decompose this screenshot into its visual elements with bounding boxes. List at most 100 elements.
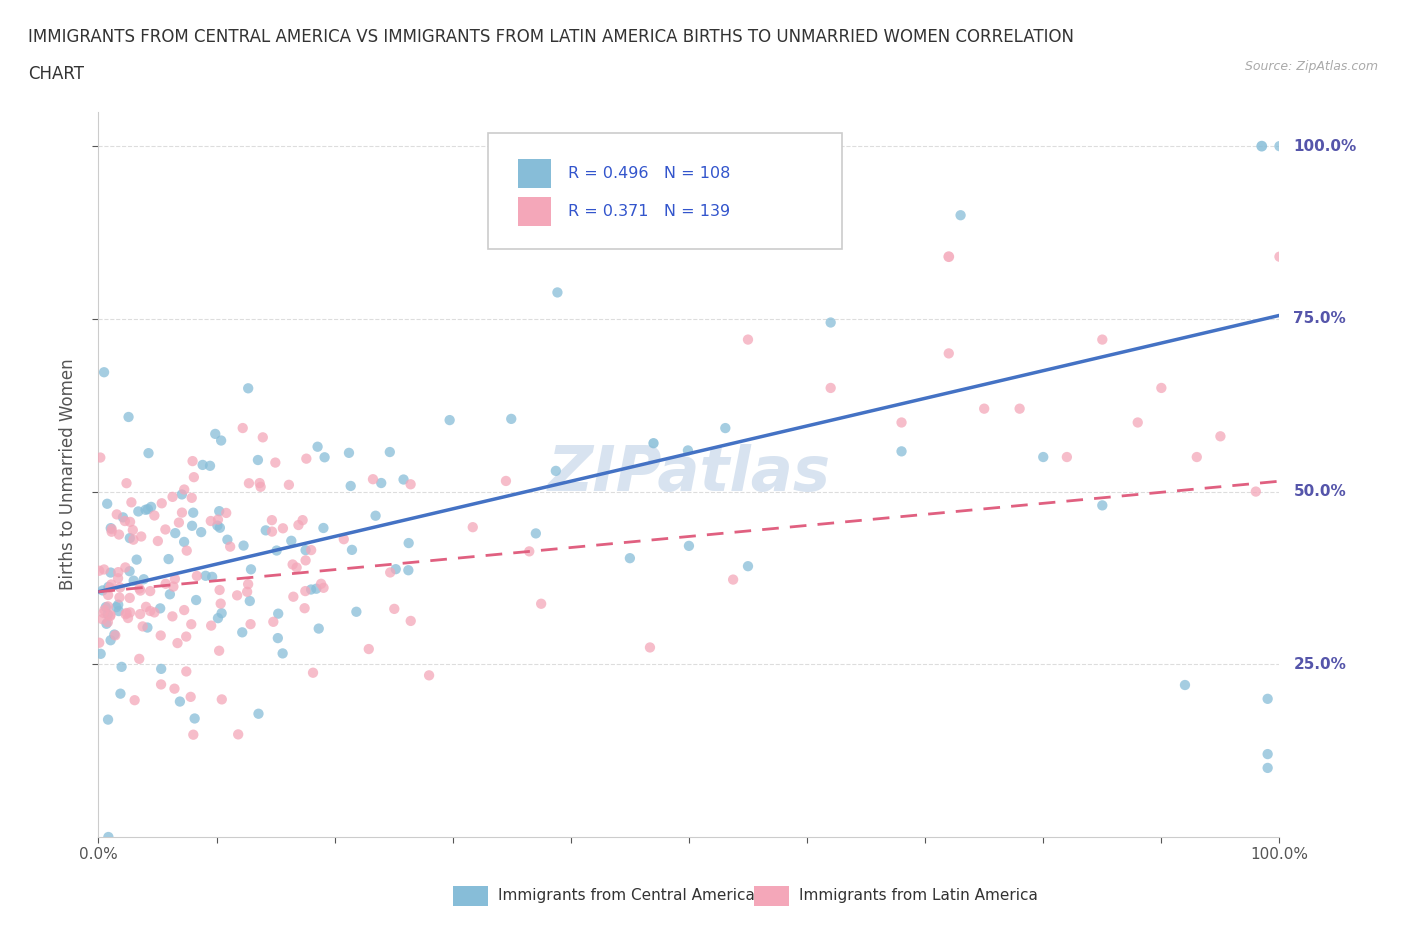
Point [174,629,197,644]
Point [132,572,155,587]
Point [226,588,249,603]
Point [294,553,316,568]
Text: ZIPatlas: ZIPatlas [547,445,831,504]
Point [139,604,162,618]
Point [91,583,114,598]
Point [97,579,120,594]
Point [299,582,322,597]
Point [399,614,422,629]
Text: 100.0%: 100.0% [1294,139,1357,153]
Point [1250,139,1272,153]
Point [129,529,152,544]
Point [238,381,260,396]
Point [183,470,205,485]
Text: 75.0%: 75.0% [1294,312,1346,326]
Point [128,581,150,596]
Point [180,617,202,631]
Point [309,577,332,591]
Point [200,618,222,633]
Point [129,583,152,598]
Point [173,482,195,497]
Point [107,597,129,612]
Point [249,479,271,494]
Point [544,463,567,478]
Point [211,605,233,620]
Point [173,603,195,618]
Point [135,502,157,517]
Point [165,525,187,540]
Point [131,619,153,634]
Point [267,606,290,621]
Point [181,727,204,742]
Point [97,830,120,844]
Point [239,593,262,608]
Point [124,693,146,708]
Point [111,510,134,525]
Point [135,599,157,614]
Point [238,476,260,491]
Point [340,542,363,557]
FancyBboxPatch shape [517,197,551,226]
Text: 25.0%: 25.0% [1294,657,1346,671]
Text: 50.0%: 50.0% [1294,485,1346,499]
Point [1209,429,1232,444]
Point [100,522,122,537]
Point [105,507,128,522]
Point [110,659,132,674]
Point [1257,691,1279,706]
Point [267,631,290,645]
Point [98,608,121,623]
Point [337,445,360,460]
Point [180,689,202,704]
Point [97,615,120,630]
Point [820,315,842,330]
Point [120,495,142,510]
Point [1150,380,1173,395]
Point [93,603,115,618]
Point [155,522,177,537]
Point [120,514,142,529]
Point [260,512,283,527]
Point [619,551,641,565]
Point [208,504,231,519]
Point [114,607,136,622]
Point [280,533,302,548]
Point [890,444,912,458]
Point [239,617,262,631]
Point [209,596,232,611]
Point [121,523,143,538]
Point [118,531,141,546]
Point [191,458,214,472]
Point [117,611,139,626]
Point [938,346,960,361]
Point [295,451,318,466]
Point [271,646,294,661]
Point [266,543,288,558]
Point [181,518,204,533]
Point [249,475,271,490]
Point [104,628,127,643]
Point [108,580,131,595]
Point [150,677,173,692]
Point [208,644,231,658]
Point [1257,761,1279,776]
Point [305,581,328,596]
Point [94,600,117,615]
Point [294,543,316,558]
Point [370,475,392,490]
Point [643,436,665,451]
Point [215,506,238,521]
Point [264,455,287,470]
Point [1257,747,1279,762]
Point [176,543,198,558]
Point [277,477,299,492]
Point [1244,485,1267,499]
Point [162,609,184,624]
Point [364,509,387,524]
Point [678,538,700,553]
Point [91,612,114,627]
Point [714,420,737,435]
Point [236,584,259,599]
Point [115,605,138,620]
Point [129,606,152,621]
